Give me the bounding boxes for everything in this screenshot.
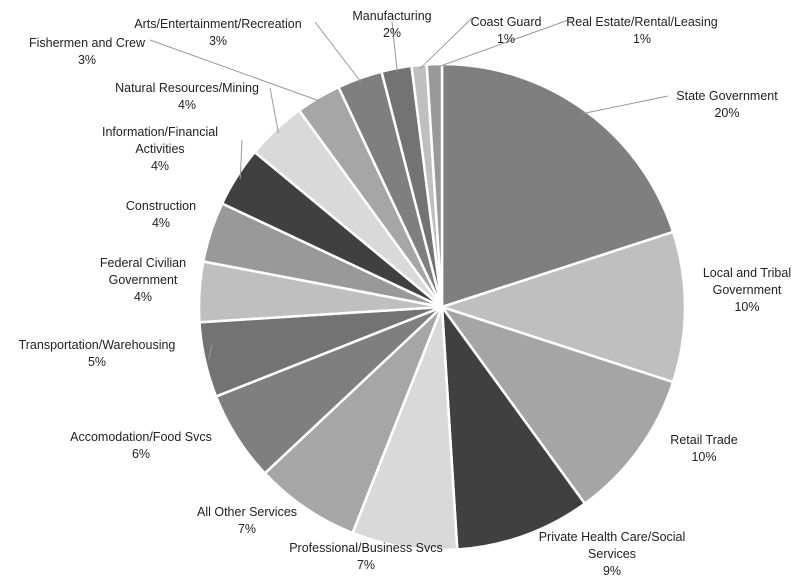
value-label: 9% bbox=[602, 564, 622, 578]
slice-label: All Other Services 7% bbox=[177, 504, 317, 538]
value-label: 3% bbox=[208, 34, 228, 48]
slice-label: Natural Resources/Mining 4% bbox=[97, 80, 277, 114]
value-label: 3% bbox=[77, 53, 97, 67]
pie-slice bbox=[440, 62, 675, 309]
value-label: 6% bbox=[131, 447, 151, 461]
value-label: 1% bbox=[632, 32, 652, 46]
value-label: 1% bbox=[496, 32, 516, 46]
category-label: Transportation/Warehousing bbox=[18, 338, 176, 352]
value-label: 4% bbox=[177, 98, 197, 112]
pie-slice bbox=[437, 230, 687, 384]
leader-line bbox=[239, 139, 243, 179]
category-label: Arts/Entertainment/Recreation bbox=[134, 17, 302, 31]
category-label: Federal Civilian Government bbox=[99, 256, 187, 287]
value-label: 4% bbox=[133, 290, 153, 304]
category-label: Coast Guard bbox=[470, 15, 542, 29]
slice-label: Fishermen and Crew 3% bbox=[7, 35, 167, 69]
pie-slice bbox=[440, 302, 587, 551]
slice-label: Real Estate/Rental/Leasing 1% bbox=[542, 14, 742, 48]
category-label: Construction bbox=[125, 199, 197, 213]
slice-label: Retail Trade 10% bbox=[644, 432, 764, 466]
pie-slice bbox=[350, 306, 459, 552]
value-label: 20% bbox=[714, 106, 740, 120]
category-label: Natural Resources/Mining bbox=[115, 81, 259, 95]
slice-label: Coast Guard 1% bbox=[446, 14, 566, 48]
leader-line bbox=[582, 95, 669, 115]
leader-line bbox=[314, 21, 362, 83]
slice-label: Private Health Care/Social Services 9% bbox=[522, 529, 702, 580]
category-label: Fishermen and Crew bbox=[28, 36, 145, 50]
category-label: Local and Tribal Government bbox=[702, 266, 792, 297]
category-label: Information/Financial Activities bbox=[101, 125, 219, 156]
pie-slice bbox=[438, 304, 675, 506]
category-label: Private Health Care/Social Services bbox=[538, 530, 686, 561]
slice-label: Federal Civilian Government 4% bbox=[83, 255, 203, 306]
category-label: Retail Trade bbox=[670, 433, 738, 447]
pie-slice bbox=[425, 62, 444, 308]
leader-line bbox=[434, 17, 575, 69]
value-label: 10% bbox=[691, 450, 717, 464]
slice-label: Accomodation/Food Svcs 6% bbox=[41, 429, 241, 463]
leader-line bbox=[391, 21, 398, 73]
category-label: State Government bbox=[676, 89, 778, 103]
category-label: Real Estate/Rental/Leasing bbox=[566, 15, 718, 29]
value-label: 4% bbox=[151, 216, 171, 230]
value-label: 5% bbox=[87, 355, 107, 369]
slice-label: Transportation/Warehousing 5% bbox=[0, 337, 197, 371]
category-label: Manufacturing bbox=[352, 9, 432, 23]
category-label: Accomodation/Food Svcs bbox=[70, 430, 212, 444]
category-label: All Other Services bbox=[196, 505, 298, 519]
value-label: 10% bbox=[734, 300, 760, 314]
slice-label: State Government 20% bbox=[647, 88, 792, 122]
pie-slice bbox=[263, 306, 444, 535]
slice-label: Construction 4% bbox=[101, 198, 221, 232]
slice-label: Professional/Business Svcs 7% bbox=[276, 540, 456, 574]
leader-line bbox=[149, 39, 321, 102]
leader-line bbox=[269, 87, 279, 133]
slice-label: Information/Financial Activities 4% bbox=[90, 124, 230, 175]
value-label: 7% bbox=[356, 558, 376, 572]
value-label: 7% bbox=[237, 522, 257, 536]
value-label: 4% bbox=[150, 159, 170, 173]
slice-label: Manufacturing 2% bbox=[332, 8, 452, 42]
category-label: Professional/Business Svcs bbox=[289, 541, 443, 555]
leader-line bbox=[208, 344, 213, 360]
slice-label: Local and Tribal Government 10% bbox=[687, 265, 792, 316]
leader-line bbox=[419, 17, 473, 70]
value-label: 2% bbox=[382, 26, 402, 40]
slice-label: Arts/Entertainment/Recreation 3% bbox=[118, 16, 318, 50]
